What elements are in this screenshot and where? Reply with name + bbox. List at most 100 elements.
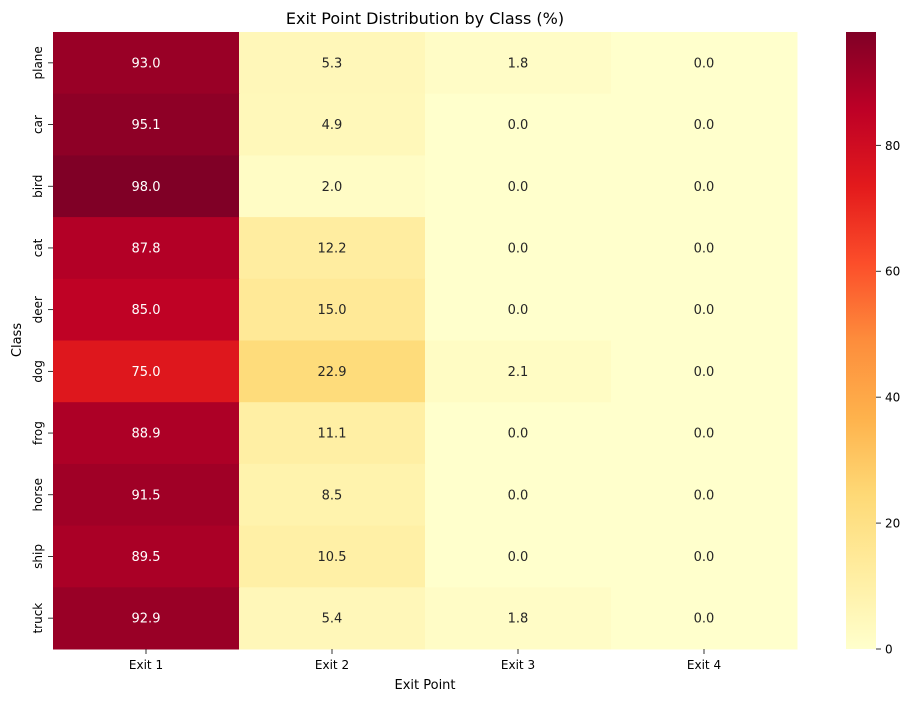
cell-value-labels: 93.0 5.3 1.8 0.0 95.1 4.9 0.0 0.0 98.0 2.0 0.0 0.0 8… <box>132 56 715 626</box>
x-tick-label: Exit 4 <box>687 658 721 672</box>
y-tick-label: truck <box>31 603 45 634</box>
y-tick-label: deer <box>31 296 45 323</box>
cell-value-label: 0.0 <box>694 427 715 442</box>
cell-value-label: 0.0 <box>508 303 529 318</box>
cell-value-label: 0.0 <box>694 303 715 318</box>
colorbar-ticks: 0 20 40 60 80 <box>876 139 900 657</box>
cell-value-label: 0.0 <box>508 118 529 133</box>
cell-value-label: 85.0 <box>132 303 161 318</box>
heatmap-cell <box>239 278 426 341</box>
y-tick-label: bird <box>31 175 45 198</box>
colorbar-tick-label: 40 <box>885 391 900 405</box>
heatmap-cell <box>53 155 240 218</box>
heatmap-cell <box>53 463 240 527</box>
cell-value-label: 92.9 <box>132 612 161 627</box>
y-tick-label: horse <box>31 478 45 512</box>
x-tick-label: Exit 1 <box>129 658 163 672</box>
colorbar-tick-label: 20 <box>885 517 900 531</box>
cell-value-label: 1.8 <box>508 56 529 71</box>
cell-value-label: 87.8 <box>132 241 161 256</box>
cell-value-label: 0.0 <box>508 550 529 565</box>
cell-value-label: 2.1 <box>508 365 529 380</box>
chart-title: Exit Point Distribution by Class (%) <box>286 9 564 28</box>
heatmap-cell <box>611 340 798 403</box>
heatmap-cell <box>239 402 426 465</box>
cell-value-label: 0.0 <box>508 180 529 195</box>
cell-value-label: 12.2 <box>318 241 347 256</box>
heatmap-cell <box>611 463 798 527</box>
y-tick-label: dog <box>31 360 45 383</box>
cell-value-label: 0.0 <box>694 488 715 503</box>
heatmap-cell <box>611 402 798 465</box>
y-axis-label: Class <box>10 323 25 357</box>
y-axis-ticks: plane car bird cat deer dog frog horse ship truck <box>31 46 53 634</box>
heatmap-cell <box>425 32 612 95</box>
cell-value-label: 5.4 <box>322 612 343 627</box>
heatmap-cell <box>425 278 612 341</box>
cell-value-label: 11.1 <box>318 427 347 442</box>
cell-value-label: 98.0 <box>132 180 161 195</box>
heatmap-cell <box>53 587 240 650</box>
heatmap-cell <box>53 402 240 465</box>
x-axis-label: Exit Point <box>394 678 455 693</box>
cell-value-label: 0.0 <box>694 365 715 380</box>
cell-value-label: 0.0 <box>694 180 715 195</box>
colorbar-tick-label: 80 <box>885 139 900 153</box>
cell-value-label: 0.0 <box>694 241 715 256</box>
heatmap-cell <box>611 525 798 588</box>
heatmap-cell <box>53 340 240 403</box>
cell-value-label: 0.0 <box>694 550 715 565</box>
cell-value-label: 0.0 <box>508 241 529 256</box>
heatmap-cell <box>239 155 426 218</box>
cell-value-label: 95.1 <box>132 118 161 133</box>
x-tick-label: Exit 3 <box>501 658 535 672</box>
cell-value-label: 93.0 <box>132 56 161 71</box>
cell-value-label: 75.0 <box>132 365 161 380</box>
cell-value-label: 15.0 <box>318 303 347 318</box>
heatmap-cell <box>611 32 798 95</box>
x-tick-label: Exit 2 <box>315 658 349 672</box>
heatmap-cell <box>239 32 426 95</box>
cell-value-label: 1.8 <box>508 612 529 627</box>
heatmap-cell <box>611 93 798 156</box>
cell-value-label: 10.5 <box>318 550 347 565</box>
y-tick-label: ship <box>31 544 45 569</box>
cell-value-label: 4.9 <box>322 118 343 133</box>
cell-value-label: 8.5 <box>322 488 343 503</box>
heatmap-cell <box>611 217 798 280</box>
heatmap-cell <box>611 278 798 341</box>
cell-value-label: 0.0 <box>694 56 715 71</box>
cell-value-label: 5.3 <box>322 56 343 71</box>
colorbar-tick-label: 0 <box>885 643 893 657</box>
y-tick-label: plane <box>31 46 45 79</box>
heatmap-cell <box>425 587 612 650</box>
cell-value-label: 91.5 <box>132 488 161 503</box>
heatmap-cell <box>425 402 612 465</box>
cell-value-label: 88.9 <box>132 427 161 442</box>
heatmap-cell <box>611 155 798 218</box>
cell-value-label: 89.5 <box>132 550 161 565</box>
heatmap-cell <box>239 463 426 527</box>
heatmap-cell <box>425 93 612 156</box>
heatmap-cell <box>239 525 426 588</box>
y-tick-label: frog <box>31 421 45 445</box>
heatmap-cell <box>53 217 240 280</box>
heatmap-cell <box>53 525 240 588</box>
heatmap-cell <box>425 217 612 280</box>
heatmap-cell <box>53 278 240 341</box>
heatmap-cell <box>239 587 426 650</box>
cell-value-label: 22.9 <box>318 365 347 380</box>
cell-value-label: 0.0 <box>508 427 529 442</box>
heatmap-cell <box>425 525 612 588</box>
heatmap-cell <box>53 93 240 156</box>
heatmap-cell <box>425 340 612 403</box>
colorbar-tick-label: 60 <box>885 265 900 279</box>
heatmap-cell <box>611 587 798 650</box>
heatmap-cell <box>239 217 426 280</box>
x-axis-ticks: Exit 1 Exit 2 Exit 3 Exit 4 <box>129 649 721 672</box>
heatmap-cell <box>425 463 612 527</box>
cell-value-label: 0.0 <box>694 612 715 627</box>
heatmap-cells <box>53 32 798 650</box>
heatmap-cell <box>239 340 426 403</box>
